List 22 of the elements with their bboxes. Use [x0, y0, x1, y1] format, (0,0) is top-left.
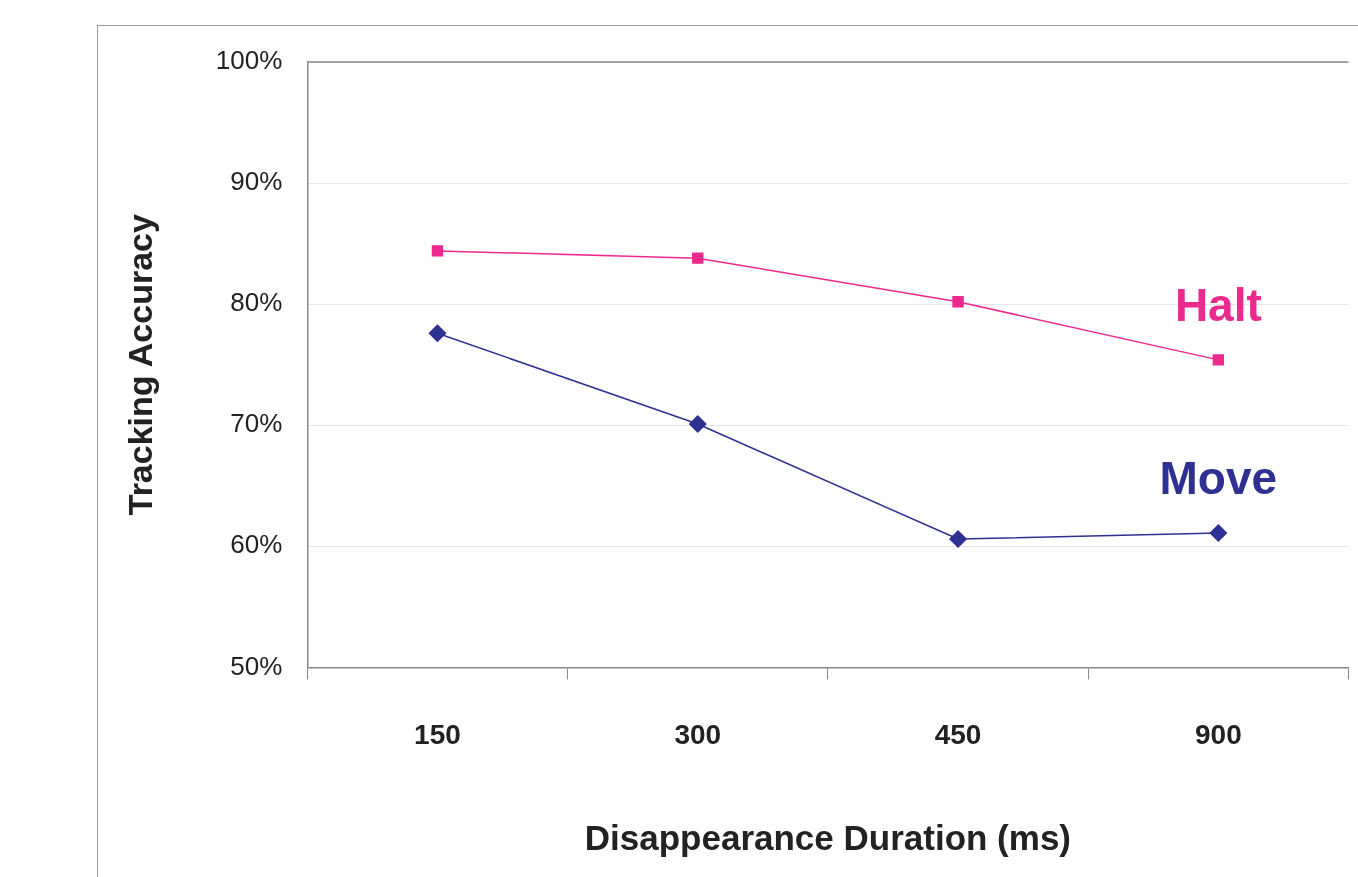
x-tick-label: 900: [1194, 718, 1242, 750]
y-tick-label: 90%: [230, 166, 283, 197]
y-tick-label: 80%: [230, 287, 283, 318]
point: [949, 530, 967, 548]
x-tick-label: 150: [414, 718, 461, 750]
point: [431, 245, 444, 257]
point: [428, 324, 447, 342]
y-axis-title: Tracking Accuracy: [120, 214, 159, 516]
point: [952, 296, 964, 308]
x-axis-title: Disappearance Duration (ms): [584, 817, 1072, 857]
y-tick-label: 100%: [215, 45, 283, 76]
point: [692, 252, 704, 264]
x-tick-label: 300: [674, 718, 722, 750]
y-tick-label: 50%: [230, 650, 283, 681]
x-tick-label: 450: [934, 718, 982, 750]
point: [1212, 354, 1225, 366]
y-tick-label: 60%: [230, 529, 283, 560]
series-label: Halt: [1174, 278, 1262, 331]
point: [1209, 524, 1228, 542]
series-label: Move: [1159, 451, 1278, 504]
point: [689, 415, 707, 433]
y-tick-label: 70%: [230, 408, 283, 439]
